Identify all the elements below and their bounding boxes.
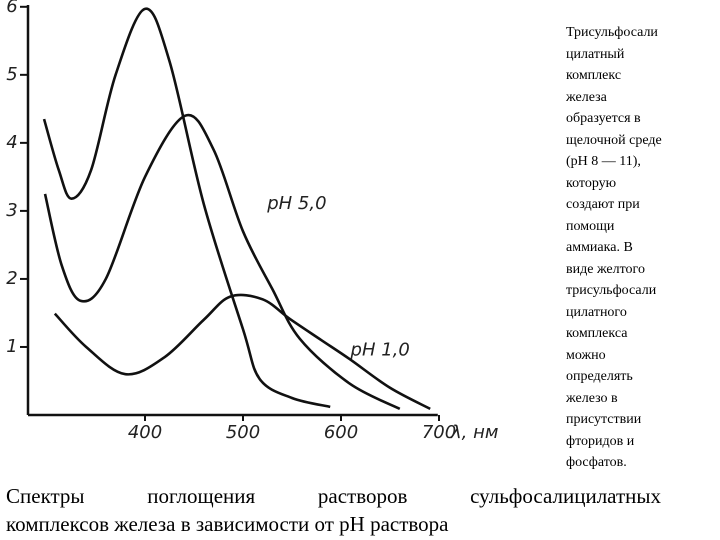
text-line: аммиака. В: [566, 240, 633, 255]
text-line: помощи: [566, 218, 615, 234]
caption-line: комплексов железа в зависимости от рН ра…: [6, 512, 449, 536]
x-tick-label: 600: [324, 422, 358, 443]
text-line: определять: [566, 369, 633, 384]
x-tick-label: 700: [422, 422, 456, 443]
y-tick-label: 6: [6, 0, 17, 17]
text-line: комплекса: [566, 326, 628, 341]
text-line: цилатного: [566, 304, 627, 320]
text-line: можно: [566, 347, 606, 363]
x-axis-label: λ, нм: [450, 422, 498, 443]
text-line: виде желтого: [566, 261, 645, 277]
text-line: создают при: [566, 197, 640, 212]
text-line: Трисульфосали: [566, 25, 658, 40]
text-line: фторидов и: [566, 433, 635, 449]
caption: Спектры поглощения растворов сульфосалиц…: [6, 482, 661, 538]
text-line: комплекс: [566, 68, 622, 83]
text-line: образуется в: [566, 111, 641, 126]
annotation: pH 5,0: [266, 193, 326, 214]
y-tick-label: 2: [6, 268, 17, 289]
y-tick-label: 4: [6, 132, 17, 153]
text-line: трисульфосали: [566, 283, 657, 298]
caption-line: Спектры поглощения растворов сульфосалиц…: [6, 484, 661, 508]
curve: [53, 293, 431, 411]
y-tick-label: 5: [6, 64, 17, 85]
curve: [42, 7, 331, 409]
text-line: железа: [566, 89, 607, 105]
x-tick-label: 500: [226, 422, 260, 443]
text-line: (рН 8 — 11),: [566, 154, 641, 169]
text-line: железо в: [566, 390, 618, 406]
y-tick-label: 3: [6, 200, 17, 221]
text-line: которую: [566, 175, 617, 191]
text-line: фосфатов.: [566, 455, 627, 470]
side-text: Трисульфосали цилатный комплекс железа образ…: [566, 22, 716, 474]
text-line: присутствии: [566, 412, 642, 427]
annotation: pH 1,0: [350, 339, 410, 360]
curve: [43, 113, 401, 411]
text-line: цилатный: [566, 46, 625, 62]
text-line: щелочной среде: [566, 132, 662, 148]
x-tick-label: 400: [128, 422, 162, 443]
y-tick-label: 1: [6, 336, 17, 357]
